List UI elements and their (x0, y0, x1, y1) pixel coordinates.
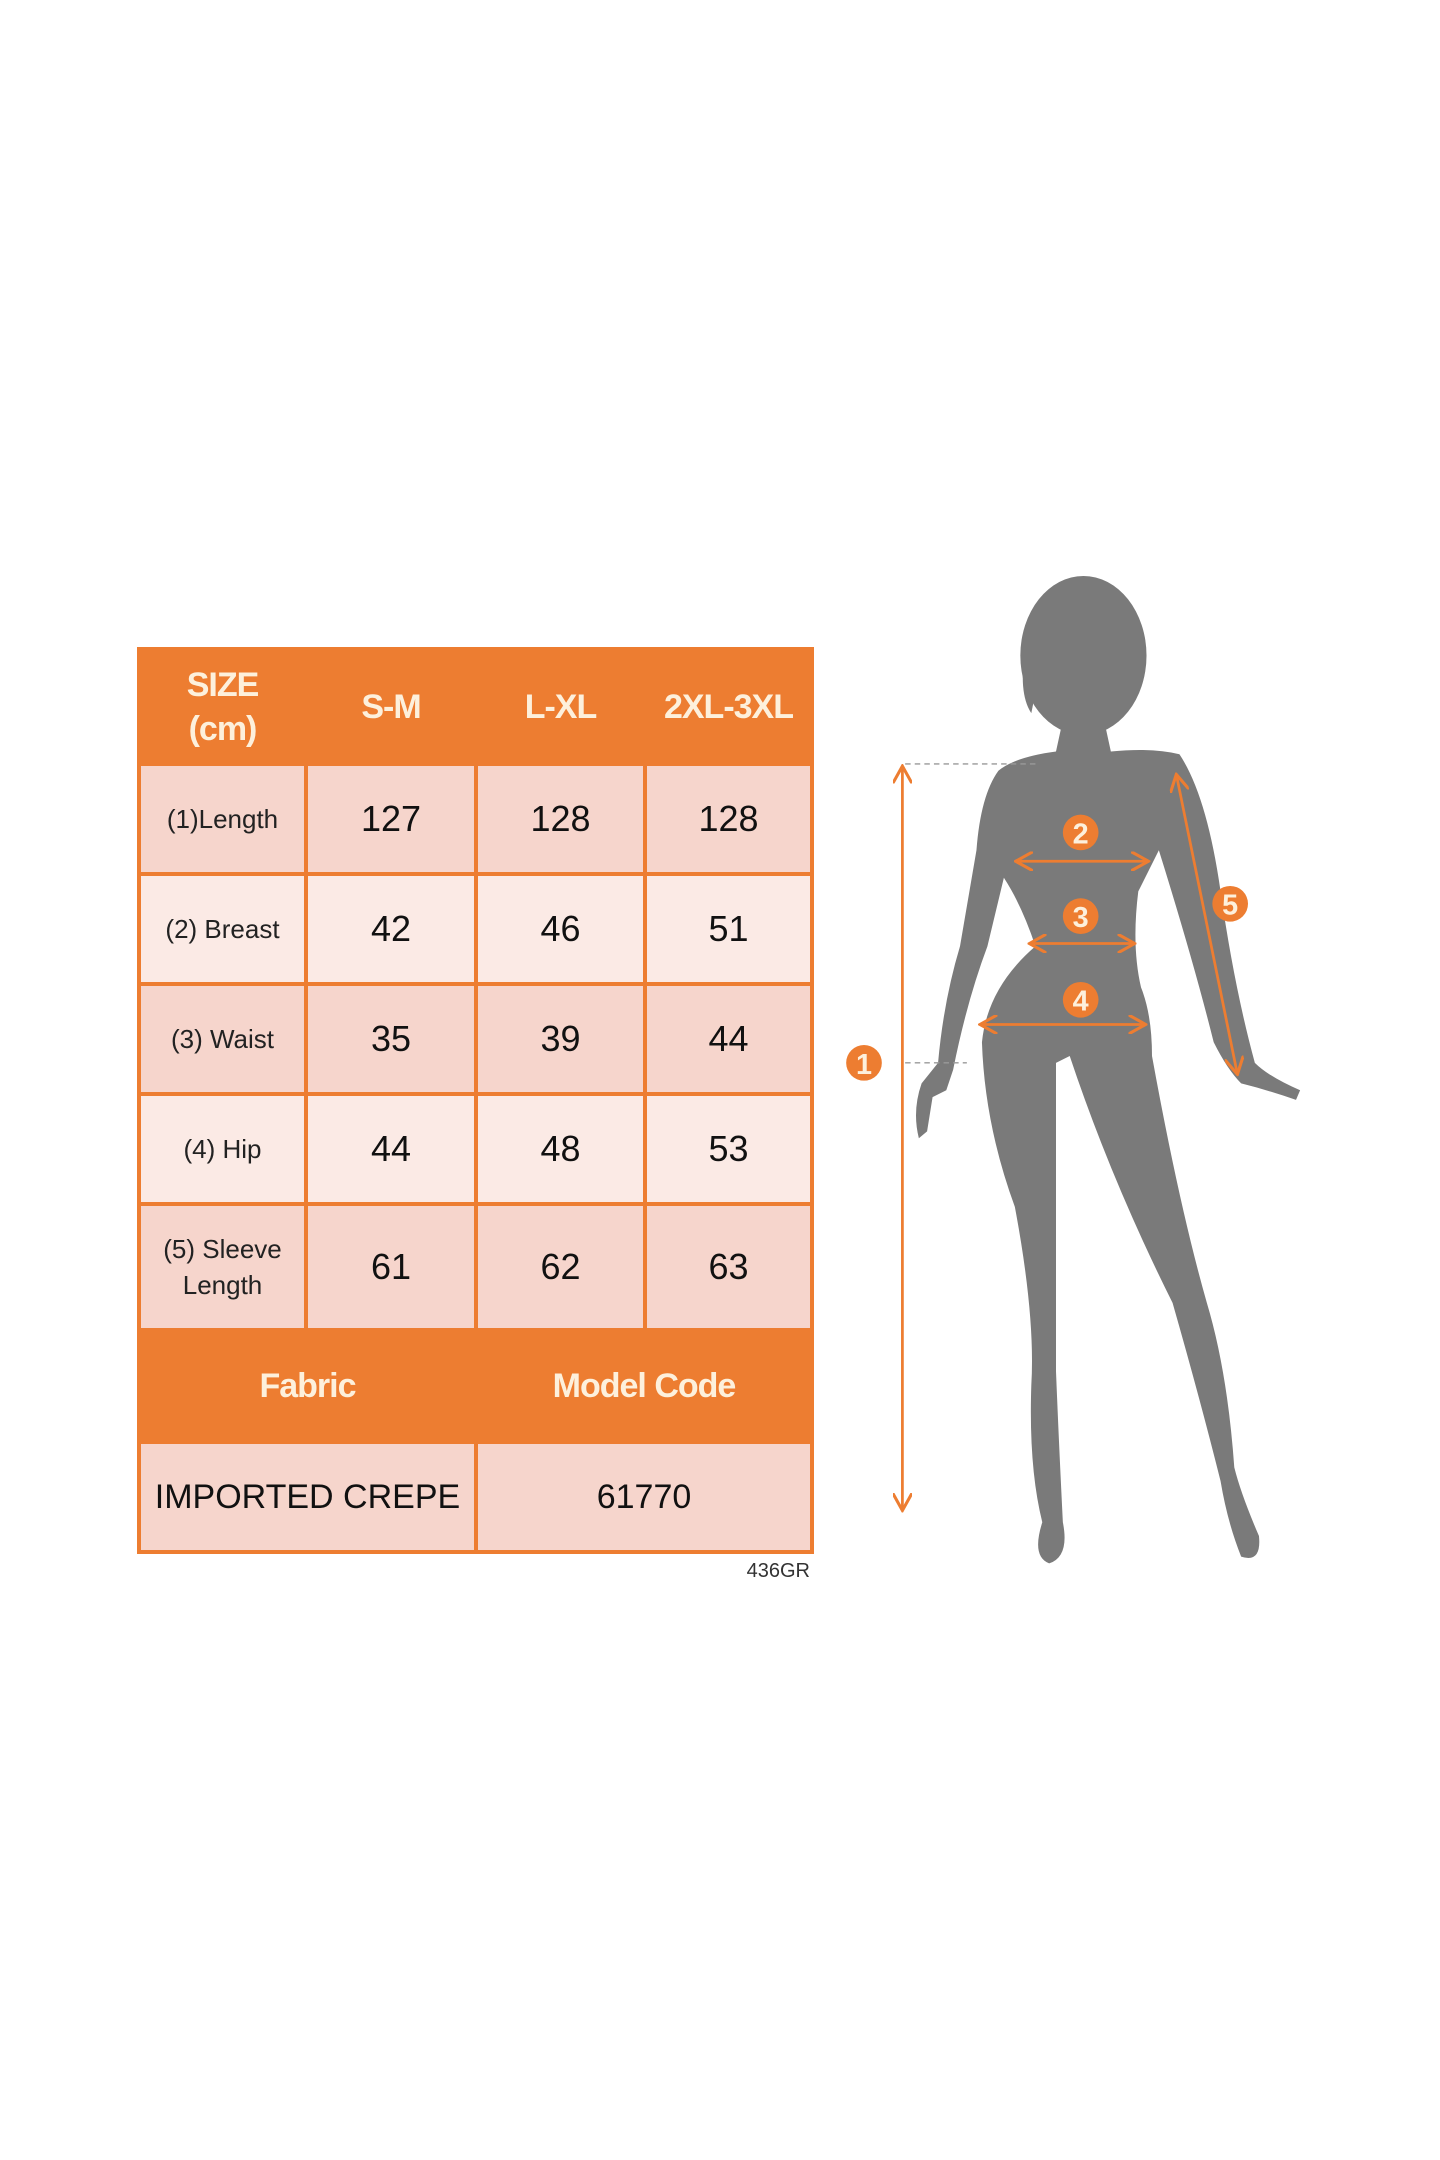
marker-2-icon: 2 (1062, 814, 1099, 850)
model-code-header: Model Code (474, 1328, 814, 1444)
svg-text:5: 5 (1222, 890, 1238, 922)
row-label: (2) Breast (137, 872, 308, 986)
size-table: SIZE (cm) S-M L-XL 2XL-3XL (1)Length 127 … (137, 647, 814, 1554)
row-label: (1)Length (137, 762, 308, 876)
cell-value: 35 (304, 982, 478, 1096)
row-label: (4) Hip (137, 1092, 308, 1206)
table-row-waist: (3) Waist 35 39 44 (137, 982, 814, 1096)
cell-value: 128 (643, 762, 814, 876)
row-label: (5) Sleeve Length (137, 1202, 308, 1332)
cell-value: 42 (304, 872, 478, 986)
header-size-cell: SIZE (cm) (137, 647, 308, 766)
marker-4-icon: 4 (1062, 981, 1099, 1018)
row-label-line1: (5) Sleeve (163, 1234, 282, 1264)
row-label: (3) Waist (137, 982, 308, 1096)
cell-value: 46 (474, 872, 647, 986)
marker-3-icon: 3 (1062, 898, 1099, 934)
cell-value: 39 (474, 982, 647, 1096)
table-row-hip: (4) Hip 44 48 53 (137, 1092, 814, 1206)
cell-value: 53 (643, 1092, 814, 1206)
cell-value: 48 (474, 1092, 647, 1206)
sleeve-arrow (1177, 776, 1237, 1072)
fabric-header: Fabric (137, 1328, 478, 1444)
cell-value: 63 (643, 1202, 814, 1332)
measurement-arrows (902, 768, 1237, 1509)
svg-text:3: 3 (1073, 902, 1089, 934)
model-code-value: 61770 (474, 1440, 814, 1554)
marker-1-icon: 1 (846, 1045, 882, 1081)
product-code: 436GR (746, 1560, 810, 1582)
cell-value: 51 (643, 872, 814, 986)
table-row-length: (1)Length 127 128 128 (137, 762, 814, 876)
header-s-m: S-M (304, 647, 478, 766)
footer-row: IMPORTED CREPE 61770 (137, 1440, 814, 1554)
cell-value: 62 (474, 1202, 647, 1332)
cell-value: 128 (474, 762, 647, 876)
svg-text:4: 4 (1073, 986, 1089, 1018)
cell-value: 127 (304, 762, 478, 876)
marker-5-icon: 5 (1212, 885, 1248, 922)
footer-header-row: Fabric Model Code (137, 1328, 814, 1444)
svg-text:1: 1 (856, 1049, 872, 1081)
header-unit-text: (cm) (188, 709, 258, 748)
header-2xl-3xl: 2XL-3XL (643, 647, 814, 766)
cell-value: 44 (643, 982, 814, 1096)
table-row-sleeve-length: (5) Sleeve Length 61 62 63 (137, 1202, 814, 1332)
guide-lines (905, 763, 1036, 1064)
header-size-text: SIZE (186, 665, 260, 704)
row-label-line2: Length (182, 1270, 263, 1300)
cell-value: 61 (304, 1202, 478, 1332)
table-header-row: SIZE (cm) S-M L-XL 2XL-3XL (137, 647, 814, 766)
woman-silhouette-icon (916, 576, 1301, 1564)
table-row-breast: (2) Breast 42 46 51 (137, 872, 814, 986)
header-l-xl: L-XL (474, 647, 647, 766)
fabric-value: IMPORTED CREPE (137, 1440, 478, 1554)
cell-value: 44 (304, 1092, 478, 1206)
svg-text:2: 2 (1073, 818, 1089, 850)
